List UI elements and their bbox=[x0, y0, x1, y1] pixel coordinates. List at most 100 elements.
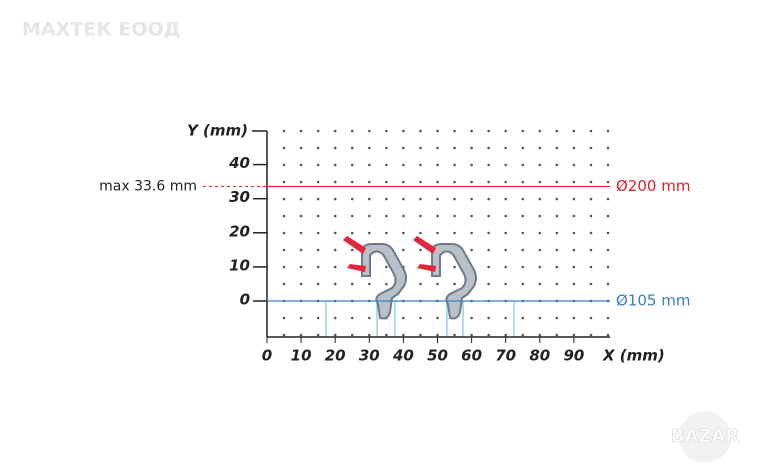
grid-dot bbox=[555, 316, 559, 320]
grid-dot bbox=[350, 231, 354, 235]
grid-dot bbox=[402, 163, 405, 167]
grid-dot bbox=[572, 282, 576, 286]
grid-dot bbox=[487, 214, 490, 218]
grid-dot bbox=[470, 197, 473, 201]
grid-dot bbox=[419, 316, 422, 320]
x-axis-label: X (mm) bbox=[602, 347, 665, 365]
grid-dot bbox=[555, 214, 559, 218]
grid-dot bbox=[521, 316, 525, 320]
grid-dot bbox=[316, 146, 320, 150]
grid-dot bbox=[333, 265, 337, 269]
grid-dot bbox=[299, 282, 303, 286]
profile bbox=[413, 236, 477, 320]
grid-dot bbox=[521, 129, 525, 133]
grid-dot bbox=[316, 282, 320, 286]
grid-dot bbox=[316, 129, 320, 133]
grid-dot bbox=[453, 197, 456, 201]
max-label: max 33.6 mm bbox=[99, 178, 197, 194]
grid-dot bbox=[350, 282, 354, 286]
y-tick-label: 40 bbox=[228, 154, 250, 172]
grid-dot bbox=[487, 129, 490, 133]
grid-dot bbox=[282, 248, 286, 252]
dot-grid bbox=[282, 129, 610, 337]
grid-dot bbox=[504, 333, 508, 337]
grid-dot bbox=[402, 316, 405, 320]
grid-dot bbox=[436, 163, 439, 167]
grid-dot bbox=[487, 265, 490, 269]
grid-dot bbox=[555, 163, 559, 167]
grid-dot bbox=[504, 248, 508, 252]
profiles bbox=[343, 236, 477, 320]
grid-dot bbox=[589, 265, 593, 269]
logo-text: BAZAR bbox=[671, 426, 740, 447]
y-axis-label: Y (mm) bbox=[187, 122, 248, 140]
grid-dot bbox=[606, 231, 610, 235]
grid-dot bbox=[572, 146, 576, 150]
grid-dot bbox=[589, 248, 593, 252]
grid-dot bbox=[368, 214, 371, 218]
grid-dot bbox=[470, 180, 473, 184]
grid-dot bbox=[299, 214, 303, 218]
grid-dot bbox=[555, 265, 559, 269]
grid-dot bbox=[555, 282, 559, 286]
grid-dot bbox=[368, 333, 371, 337]
grid-dot bbox=[299, 163, 303, 167]
x-tick-label: 40 bbox=[392, 347, 414, 365]
grid-dot bbox=[402, 197, 405, 201]
grid-dot bbox=[504, 146, 508, 150]
grid-dot bbox=[538, 163, 542, 167]
grid-dot bbox=[504, 180, 508, 184]
grid-dot bbox=[538, 197, 542, 201]
grid-dot bbox=[350, 333, 354, 337]
grid-dot bbox=[453, 180, 456, 184]
grid-dot bbox=[333, 282, 337, 286]
profile-body bbox=[361, 243, 407, 320]
grid-dot bbox=[521, 163, 525, 167]
grid-dot bbox=[436, 129, 439, 133]
grid-dot bbox=[606, 265, 610, 269]
grid-dot bbox=[299, 333, 303, 337]
grid-dot bbox=[282, 333, 286, 337]
grid-dot bbox=[453, 333, 456, 337]
grid-dot bbox=[572, 265, 576, 269]
grid-dot bbox=[282, 163, 286, 167]
grid-dot bbox=[487, 163, 490, 167]
grid-dot bbox=[299, 146, 303, 150]
profile-body bbox=[431, 243, 477, 320]
y-tick-label: 0 bbox=[240, 291, 250, 309]
grid-dot bbox=[453, 146, 456, 150]
grid-dot bbox=[385, 180, 388, 184]
grid-dot bbox=[419, 214, 422, 218]
grid-dot bbox=[572, 333, 576, 337]
grid-dot bbox=[538, 282, 542, 286]
grid-dot bbox=[402, 248, 405, 252]
grid-dot bbox=[333, 197, 337, 201]
grid-dot bbox=[538, 129, 542, 133]
seal-tab bbox=[347, 264, 366, 272]
grid-dot bbox=[453, 214, 456, 218]
grid-dot bbox=[402, 129, 405, 133]
grid-dot bbox=[487, 231, 490, 235]
grid-dot bbox=[368, 231, 371, 235]
grid-dot bbox=[589, 129, 593, 133]
grid-dot bbox=[282, 129, 286, 133]
grid-dot bbox=[606, 146, 610, 150]
grid-dot bbox=[402, 180, 405, 184]
guides bbox=[325, 301, 515, 337]
grid-dot bbox=[316, 231, 320, 235]
grid-dot bbox=[299, 316, 303, 320]
grid-dot bbox=[589, 146, 593, 150]
grid-dot bbox=[419, 282, 422, 286]
grid-dot bbox=[538, 333, 542, 337]
x-tick-label: 30 bbox=[359, 347, 380, 365]
grid-dot bbox=[470, 248, 473, 252]
grid-dot bbox=[453, 265, 456, 269]
grid-dot bbox=[333, 231, 337, 235]
grid-dot bbox=[316, 197, 320, 201]
grid-dot bbox=[436, 333, 439, 337]
grid-dot bbox=[487, 282, 490, 286]
grid-dot bbox=[385, 214, 388, 218]
grid-dot bbox=[419, 129, 422, 133]
grid-dot bbox=[350, 180, 354, 184]
grid-dot bbox=[538, 265, 542, 269]
